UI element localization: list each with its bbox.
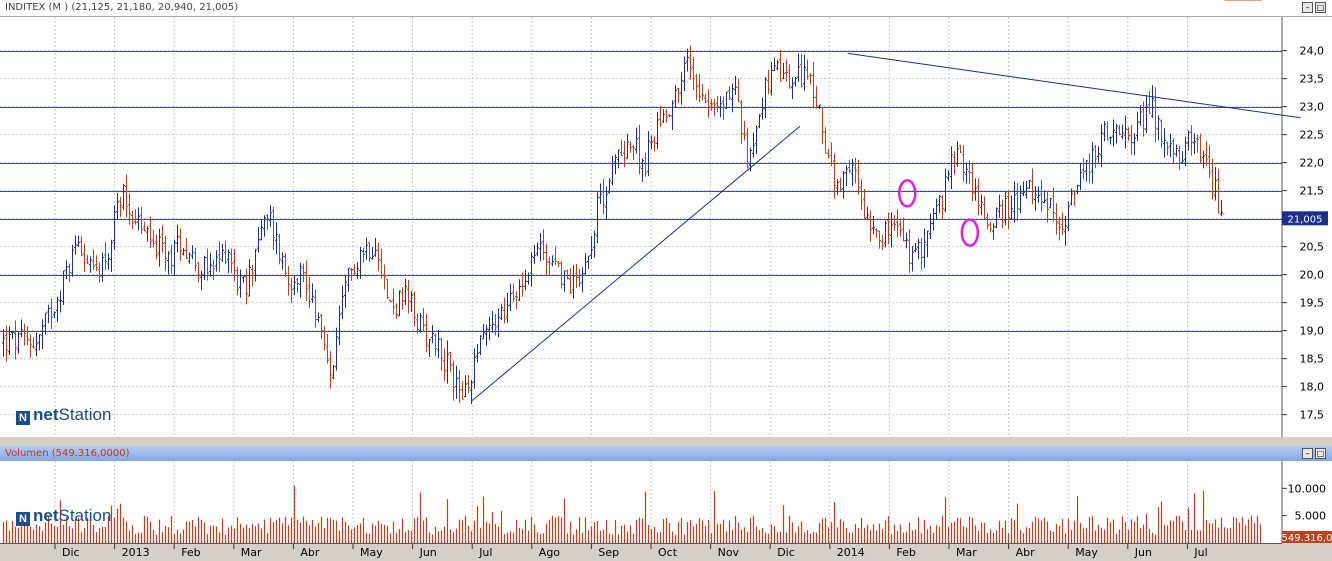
price-window-buttons: – □	[1302, 2, 1326, 13]
volume-window-buttons: – □	[1302, 448, 1326, 459]
volume-minimize-button[interactable]: –	[1302, 448, 1313, 459]
volume-maximize-button[interactable]: □	[1315, 448, 1326, 459]
price-pane: INDITEX (M ) (21,125, 21,180, 20,940, 21…	[0, 0, 1332, 17]
price-pane-title: INDITEX (M ) (21,125, 21,180, 20,940, 21…	[5, 2, 239, 13]
netstation-mark-icon: N	[16, 411, 30, 425]
price-pane-title-bar: INDITEX (M ) (21,125, 21,180, 20,940, 21…	[0, 0, 1332, 17]
volume-pane-title: Volumen (549.316,0000)	[5, 448, 130, 459]
maximize-button[interactable]: □	[1315, 2, 1326, 13]
volume-pane-title-bar: Volumen (549.316,0000) – □	[0, 446, 1332, 463]
volume-pane	[0, 446, 1332, 561]
minimize-button[interactable]: –	[1302, 2, 1313, 13]
netstation-mark-icon: N	[16, 512, 30, 526]
